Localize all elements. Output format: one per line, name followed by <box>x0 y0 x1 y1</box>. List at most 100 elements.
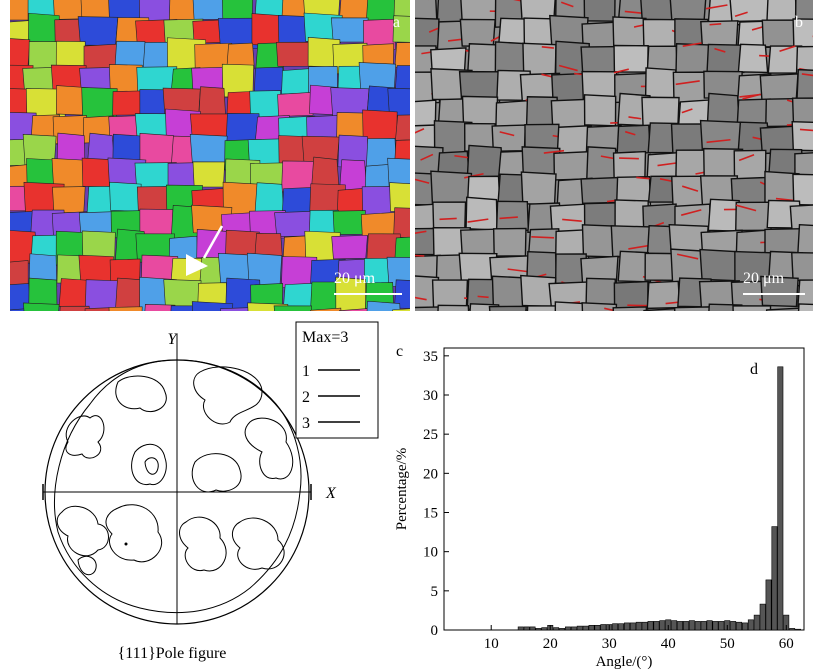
misorientation-histogram: c d 0 5 10 15 20 25 30 35 10 20 30 40 50 60 Angle/(°)… <box>394 343 805 670</box>
twin-boundary <box>543 149 565 154</box>
y-tick-label: 0 <box>431 623 439 639</box>
grain <box>646 280 681 310</box>
grain <box>85 279 122 311</box>
histogram-bar <box>736 621 742 631</box>
pole-legend-title: Max=3 <box>302 329 348 346</box>
twin-boundary <box>735 204 757 212</box>
twin-boundary <box>454 154 470 159</box>
grain <box>791 251 813 282</box>
grain <box>52 186 86 214</box>
grain <box>760 275 799 308</box>
twin-boundary <box>477 295 489 299</box>
grain <box>10 38 31 69</box>
histogram-bar <box>517 626 524 631</box>
grain <box>226 42 255 70</box>
grain <box>765 307 804 311</box>
grain <box>583 94 617 127</box>
grain <box>192 161 225 188</box>
y-tick-label: 35 <box>423 349 438 365</box>
y-tick-label: 20 <box>423 466 438 482</box>
twin-boundary <box>681 185 699 192</box>
grain <box>794 152 813 179</box>
grain <box>387 87 410 117</box>
histogram-bar <box>576 625 583 631</box>
y-tick-label: 10 <box>423 545 438 561</box>
grain <box>733 149 767 182</box>
grain <box>669 0 707 22</box>
panel-d-label: d <box>750 361 758 378</box>
grain <box>766 0 798 23</box>
grain <box>792 18 813 49</box>
twin-boundary <box>705 4 728 10</box>
x-tick-label: 10 <box>484 636 499 652</box>
twin-boundary <box>738 153 755 162</box>
grain <box>465 196 498 231</box>
twin-boundary <box>415 254 425 257</box>
twin-boundary <box>627 304 650 307</box>
histogram-bar <box>559 628 565 631</box>
grain <box>674 306 711 311</box>
histogram-bar <box>565 626 571 631</box>
x-tick-label: 60 <box>779 636 794 652</box>
histogram-bar <box>730 621 737 631</box>
grain <box>338 308 371 311</box>
grain <box>431 279 469 309</box>
pole-legend-level-3: 3 <box>302 415 310 432</box>
histogram-bar <box>535 628 542 631</box>
histogram-bar <box>624 622 630 631</box>
twin-boundary <box>562 218 582 222</box>
pole-legend-level-1: 1 <box>302 363 310 380</box>
grain <box>461 95 499 126</box>
histogram-bar <box>529 626 536 631</box>
grain <box>488 305 527 311</box>
grain <box>363 18 396 51</box>
grain <box>58 278 90 308</box>
grain <box>108 306 143 311</box>
x-tick-label: 20 <box>543 636 558 652</box>
grain <box>617 250 652 283</box>
grain <box>553 150 592 181</box>
grain <box>415 306 442 311</box>
twin-boundary <box>560 1 574 8</box>
grain <box>362 109 398 141</box>
boundary-map-image <box>415 0 813 311</box>
twin-boundary <box>415 296 427 301</box>
grain <box>310 281 340 311</box>
histogram-bar <box>618 623 624 631</box>
grain <box>415 17 440 49</box>
grain <box>612 16 647 50</box>
histogram-bar <box>700 621 707 631</box>
histogram-bar <box>777 366 784 631</box>
pole-legend-box <box>295 321 379 439</box>
boundary-map-panel: b 20 μm <box>415 0 813 311</box>
grain <box>612 150 647 179</box>
grain <box>273 305 313 311</box>
grain <box>389 182 410 213</box>
grain <box>192 0 228 20</box>
twin-boundary <box>628 116 642 120</box>
grain <box>394 42 410 68</box>
grain <box>394 279 410 309</box>
histogram-bar <box>747 619 754 631</box>
panel-a-scale-text: 20 μm <box>334 270 376 287</box>
panel-b-scale-bar <box>743 293 805 295</box>
grain <box>796 68 813 101</box>
x-tick-label: 40 <box>661 636 676 652</box>
grain <box>393 207 410 238</box>
grain <box>492 227 527 257</box>
grain <box>144 303 176 311</box>
grain <box>331 234 368 260</box>
grain <box>115 277 148 311</box>
grain <box>276 41 312 67</box>
y-tick-label: 25 <box>423 427 438 443</box>
twin-boundary <box>624 10 644 15</box>
grain <box>10 260 29 287</box>
twin-boundary <box>682 42 702 47</box>
twin-boundary <box>420 153 434 161</box>
grain <box>415 99 437 129</box>
grain <box>729 0 771 23</box>
grain <box>698 280 740 311</box>
grain <box>392 308 410 311</box>
histogram-bar <box>718 621 725 631</box>
panel-b-label: b <box>795 14 803 31</box>
